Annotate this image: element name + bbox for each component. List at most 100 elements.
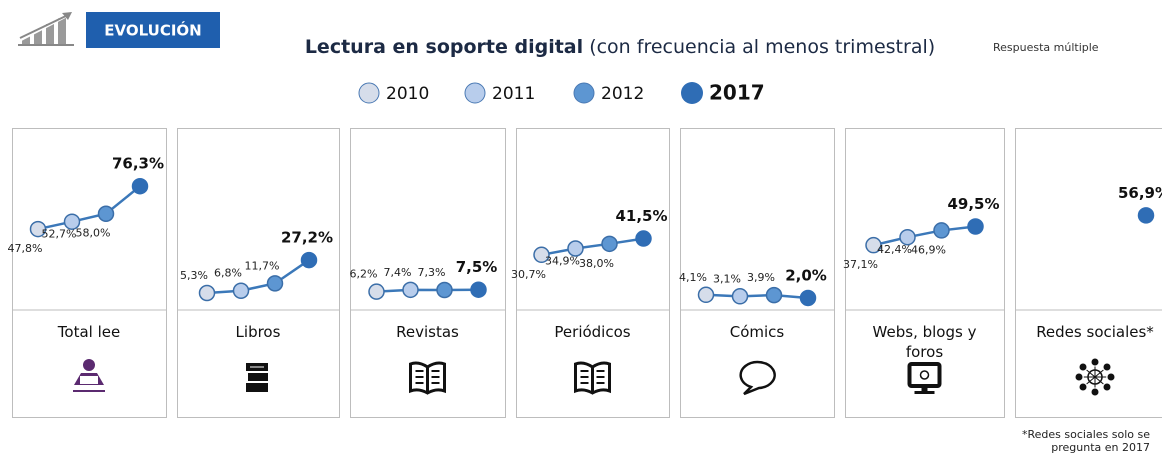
chart-title: Lectura en soporte digital (con frecuenc…	[305, 36, 935, 58]
icon-part	[248, 373, 268, 381]
series-line	[541, 237, 644, 257]
point	[232, 282, 250, 299]
legend-label: 2010	[386, 84, 429, 104]
series-line	[705, 293, 809, 300]
value-label: 47,8%	[8, 242, 43, 255]
subtitle: (con frecuencia al menos trimestral)	[589, 36, 935, 58]
icon-part	[83, 359, 95, 371]
point	[1137, 207, 1155, 224]
icon-part	[1103, 363, 1111, 371]
point	[97, 205, 115, 222]
icon-part	[1094, 369, 1104, 378]
legend-label: 2012	[601, 84, 644, 104]
point	[899, 228, 916, 246]
icon-part	[80, 376, 98, 384]
point	[402, 281, 419, 299]
value-label: 3,9%	[747, 271, 775, 284]
panel	[680, 128, 835, 418]
legend-marker	[573, 82, 595, 104]
value-label: 3,1%	[713, 272, 741, 285]
legend-label: 2011	[492, 84, 535, 104]
category-label: Total lee	[57, 323, 121, 341]
value-label: 6,2%	[350, 268, 378, 281]
note: Respuesta múltiple	[993, 41, 1099, 54]
point	[533, 246, 550, 264]
point	[266, 275, 284, 292]
point	[799, 289, 817, 307]
panel	[845, 128, 1005, 418]
category-icon	[409, 361, 446, 395]
category-icon	[907, 362, 942, 394]
value-label: 7,4%	[384, 266, 412, 279]
point	[865, 236, 882, 254]
point	[697, 286, 715, 304]
icon-part	[1103, 383, 1111, 391]
icon-part	[1079, 363, 1087, 371]
panel	[177, 128, 340, 418]
title: Lectura en soporte digital	[305, 36, 583, 58]
value-label: 30,7%	[511, 268, 546, 281]
value-label: 6,8%	[214, 267, 242, 280]
icon-part	[919, 370, 930, 380]
badge-text: EVOLUCIÓN	[104, 21, 201, 40]
value-label: 34,9%	[545, 254, 580, 267]
category-icon	[739, 360, 776, 396]
panel	[350, 128, 506, 418]
series-line	[206, 259, 310, 295]
panel	[516, 128, 670, 418]
category-label: Redes sociales*	[1036, 323, 1154, 341]
point	[436, 281, 453, 299]
point	[29, 220, 47, 238]
panel	[1015, 128, 1162, 418]
point	[470, 281, 487, 298]
icon-part	[921, 386, 928, 391]
badge	[86, 12, 220, 48]
icon-part	[1091, 358, 1099, 366]
icon-part	[1091, 388, 1099, 396]
value-label: 52,7%	[42, 228, 77, 241]
point	[131, 177, 149, 195]
category-icon	[1075, 358, 1115, 396]
value-label: 49,5%	[947, 195, 999, 213]
value-label: 58,0%	[76, 227, 111, 240]
value-label: 7,5%	[456, 258, 498, 276]
category-icon	[73, 359, 105, 392]
point	[63, 213, 81, 230]
icon-part	[907, 362, 942, 388]
panel	[12, 128, 167, 418]
value-label: 56,9%	[1118, 184, 1162, 202]
series-line	[873, 225, 976, 247]
category-label: Revistas	[396, 323, 459, 341]
series-line	[376, 288, 479, 293]
value-label: 46,9%	[911, 243, 946, 256]
point	[731, 288, 749, 305]
legend-label: 2017	[709, 81, 765, 105]
icon-part	[1075, 373, 1083, 381]
category-icon	[574, 361, 611, 395]
point	[567, 240, 584, 257]
legend-marker	[358, 82, 380, 104]
header-icon	[18, 12, 74, 46]
point	[300, 251, 318, 269]
value-label: 4,1%	[679, 271, 707, 284]
icon-part	[739, 360, 776, 396]
value-label: 27,2%	[281, 229, 333, 247]
point	[601, 235, 618, 253]
value-label: 2,0%	[785, 266, 827, 284]
point	[765, 286, 783, 304]
point	[967, 218, 984, 235]
value-label: 42,4%	[877, 243, 912, 256]
legend-marker	[681, 82, 703, 104]
category-label: Webs, blogs y foros	[872, 323, 977, 361]
value-label: 11,7%	[245, 259, 280, 272]
icon-part	[574, 361, 611, 395]
value-label: 38,0%	[579, 257, 614, 270]
point	[635, 230, 652, 247]
value-label: 37,1%	[843, 258, 878, 271]
point	[368, 283, 385, 300]
icon-part	[1107, 373, 1115, 381]
value-label: 7,3%	[418, 266, 446, 279]
category-label: Periódicos	[554, 323, 631, 341]
